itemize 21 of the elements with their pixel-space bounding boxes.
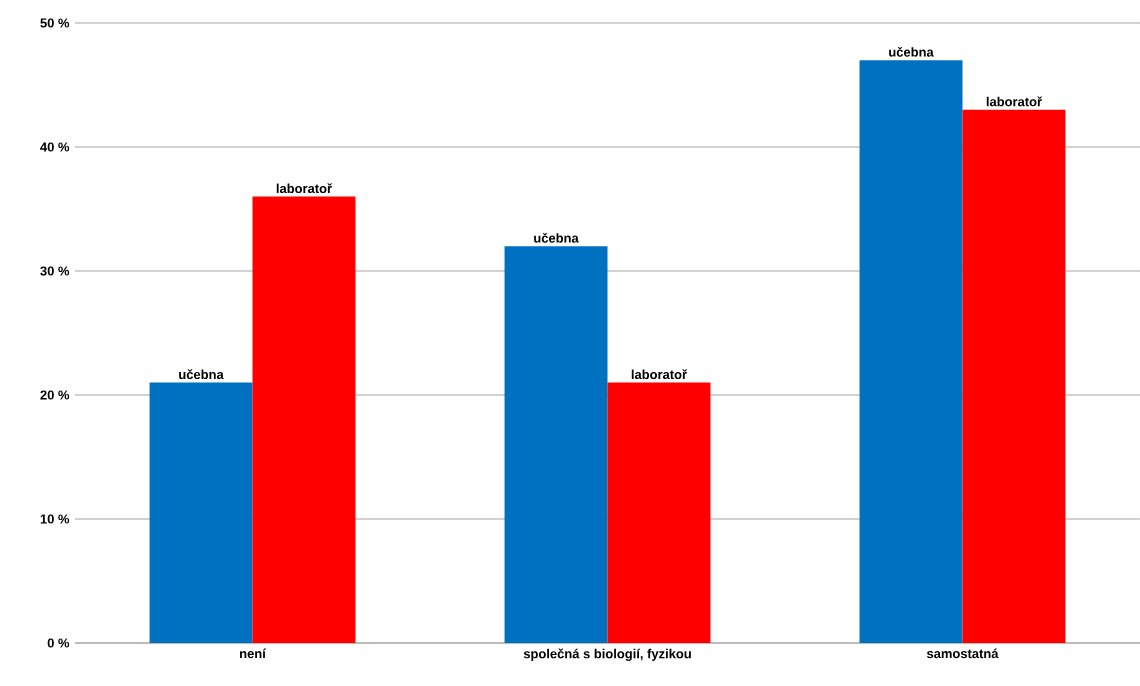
series-label: laboratoř xyxy=(631,369,688,380)
series-label: učebna xyxy=(534,232,579,243)
x-tick-label: samostatná xyxy=(926,648,999,659)
text: laboratoř xyxy=(276,183,333,194)
bar xyxy=(607,382,711,643)
text: učebna xyxy=(179,369,224,380)
bar xyxy=(504,246,608,643)
y-tick-label: 50 % xyxy=(40,18,70,28)
text: učebna xyxy=(889,46,934,57)
y-tick-label: 0 % xyxy=(47,638,70,648)
y-tick-label: 20 % xyxy=(40,390,70,400)
bar xyxy=(962,109,1066,643)
x-tick-label: není xyxy=(240,648,267,659)
y-tick-label: 30 % xyxy=(40,266,70,276)
y-tick-label: 10 % xyxy=(40,514,70,524)
bar xyxy=(149,382,253,643)
bar xyxy=(252,196,356,643)
bar xyxy=(859,60,963,643)
x-tick-label: společná s biologií, fyzikou xyxy=(523,648,691,661)
text: laboratoř xyxy=(986,96,1043,107)
y-tick-label: 40 % xyxy=(40,142,70,152)
